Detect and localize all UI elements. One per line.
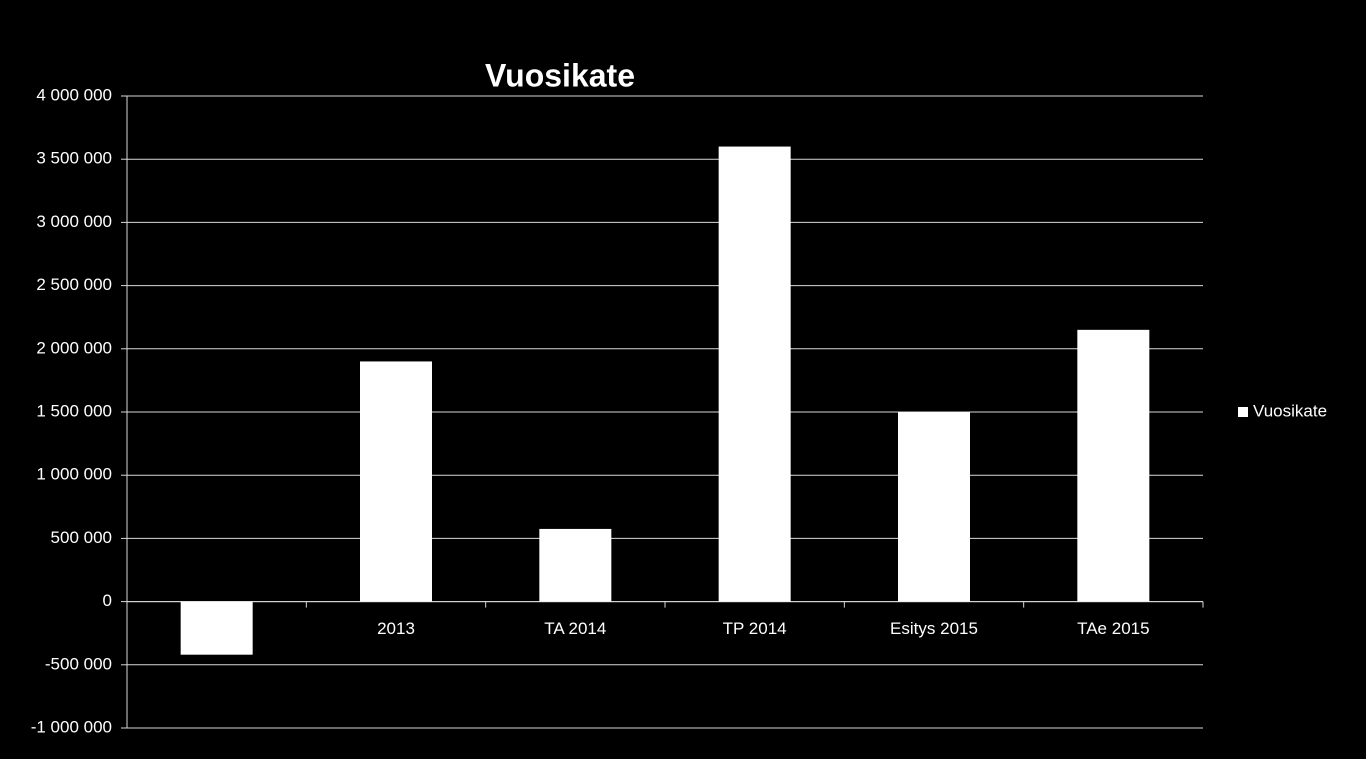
- y-tick-label: 3 500 000: [36, 149, 112, 168]
- y-tick-label: -1 000 000: [31, 717, 112, 736]
- x-tick-label: TAe 2015: [1077, 619, 1149, 638]
- x-tick-label: TP 2014: [723, 619, 787, 638]
- y-tick-label: 3 000 000: [36, 212, 112, 231]
- bar: [180, 601, 253, 655]
- bar: [539, 528, 612, 602]
- y-tick-label: 2 500 000: [36, 275, 112, 294]
- bar: [898, 412, 970, 602]
- x-tick-label: 2013: [377, 619, 415, 638]
- x-tick-label: Esitys 2015: [890, 619, 978, 638]
- y-tick-label: 1 000 000: [36, 465, 112, 484]
- x-tick-label: TA 2014: [544, 619, 606, 638]
- y-tick-label: -500 000: [45, 654, 112, 673]
- bar: [718, 146, 791, 602]
- y-tick-label: 2 000 000: [36, 338, 112, 357]
- chart-title: Vuosikate: [485, 57, 635, 93]
- y-tick-label: 4 000 000: [36, 85, 112, 104]
- legend-swatch: [1238, 407, 1248, 417]
- y-tick-label: 500 000: [51, 528, 112, 547]
- bar: [360, 361, 432, 602]
- y-tick-label: 0: [103, 591, 112, 610]
- bar: [1077, 329, 1150, 602]
- y-tick-label: 1 500 000: [36, 401, 112, 420]
- legend-label: Vuosikate: [1253, 401, 1327, 420]
